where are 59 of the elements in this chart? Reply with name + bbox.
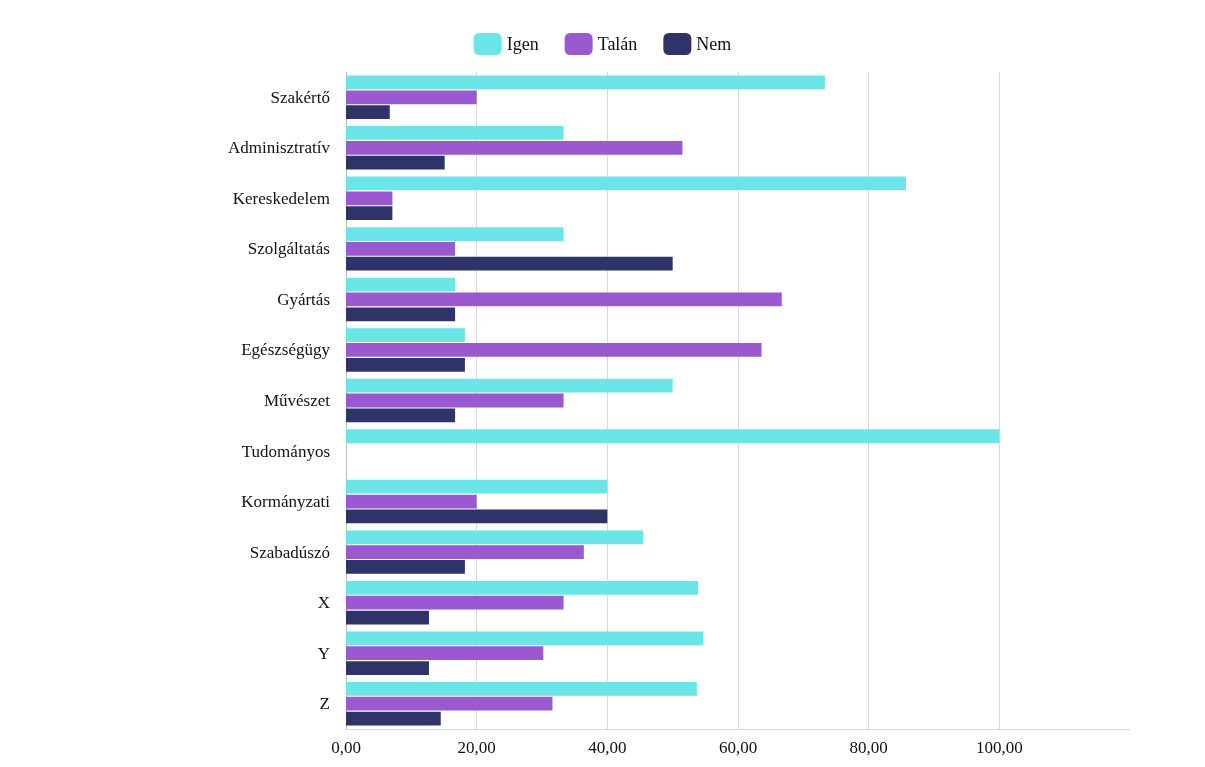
bar (346, 393, 564, 408)
y-tick-label: Adminisztratív (228, 138, 331, 158)
bar (346, 155, 445, 170)
bar (346, 307, 456, 322)
y-tick-label: X (317, 593, 330, 613)
y-tick-label: Y (317, 643, 330, 663)
y-tick-label: Szolgáltatás (247, 239, 330, 259)
y-tick-label: Gyártás (277, 289, 330, 309)
bar (346, 479, 608, 494)
x-tick-label: 80,00 (849, 738, 888, 757)
y-tick-label: Szabadúszó (249, 542, 330, 562)
bar (346, 140, 683, 155)
bar (346, 509, 608, 524)
bar (346, 357, 465, 372)
bar (346, 696, 553, 711)
bar (346, 75, 825, 90)
y-tick-label: Z (319, 694, 330, 714)
bar (346, 90, 477, 105)
x-tick-label: 40,00 (588, 738, 627, 757)
bar (346, 176, 906, 191)
y-tick-label: Kereskedelem (232, 188, 330, 208)
legend-label: Nem (696, 34, 732, 54)
bar (346, 530, 644, 545)
y-tick-label: Szakértő (270, 87, 330, 107)
y-tick-label: Művészet (263, 391, 331, 410)
bar (346, 711, 441, 726)
bar (346, 595, 564, 610)
bar (346, 191, 393, 206)
y-tick-label: Egészségügy (241, 340, 331, 360)
x-tick-label: 0,00 (331, 738, 361, 757)
bar (346, 126, 564, 140)
bar (346, 631, 704, 646)
x-tick-label: 20,00 (457, 738, 496, 757)
legend-label: Igen (506, 34, 539, 54)
bar (346, 580, 699, 595)
bar (346, 560, 465, 574)
bar (346, 429, 1000, 444)
bar (346, 256, 673, 271)
bar (346, 277, 456, 292)
bar (346, 242, 456, 256)
y-tick-label: Kormányzati (241, 492, 331, 512)
bar (346, 378, 673, 393)
bar (346, 682, 697, 696)
bar (346, 610, 429, 625)
bar (346, 408, 456, 423)
bar (346, 343, 762, 357)
bar (346, 646, 544, 661)
bar (346, 494, 477, 509)
bar (346, 661, 429, 675)
bar (346, 292, 782, 307)
x-tick-label: 100,00 (975, 738, 1023, 757)
bar (346, 545, 584, 559)
legend-label: Talán (597, 34, 638, 54)
bar (346, 105, 390, 119)
bar (346, 328, 465, 342)
x-tick-label: 60,00 (718, 738, 758, 757)
bar (346, 227, 564, 241)
bar (346, 206, 393, 221)
y-tick-label: Tudományos (241, 441, 330, 461)
